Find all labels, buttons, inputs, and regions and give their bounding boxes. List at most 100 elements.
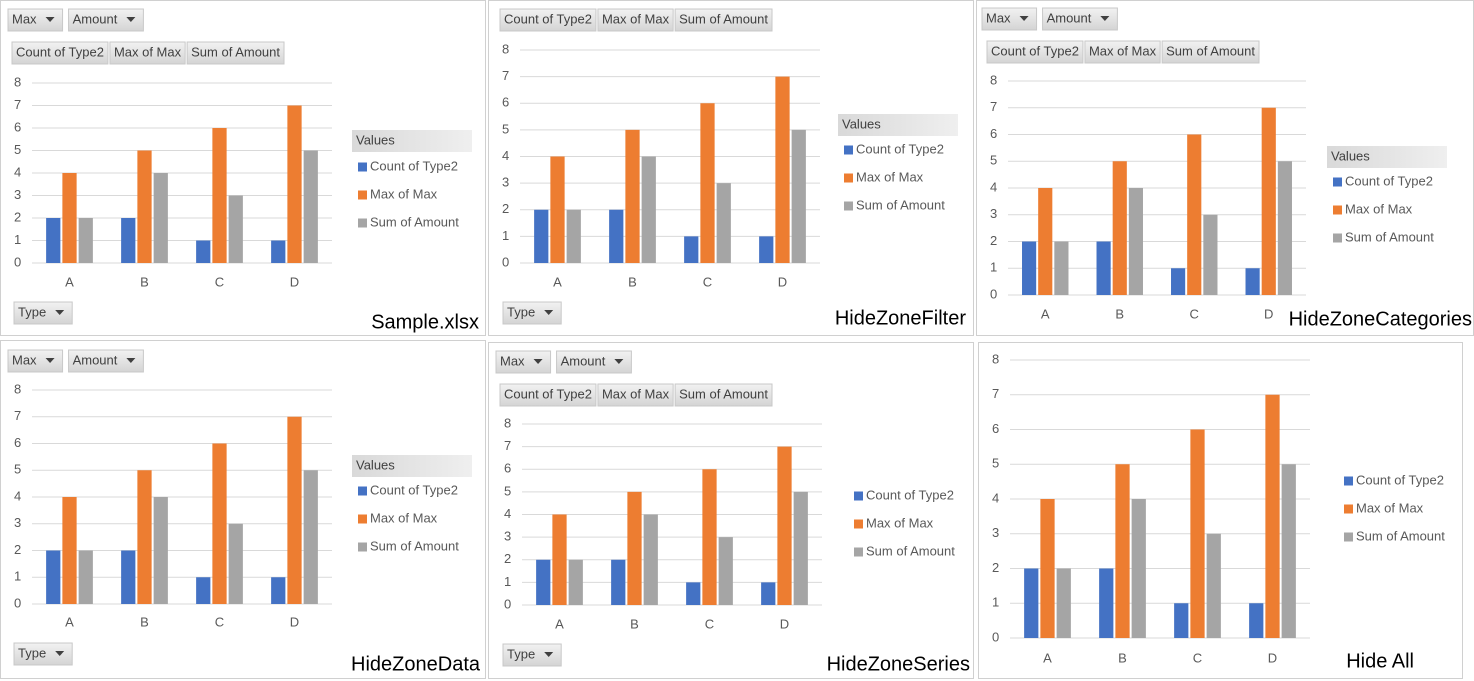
field-button[interactable]: Max of Max — [109, 41, 186, 65]
button-label: Amount — [1047, 10, 1092, 25]
bar — [62, 497, 77, 604]
x-tick-label: C — [1190, 306, 1199, 321]
field-dropdown-button[interactable]: Type — [13, 301, 73, 325]
field-dropdown-button[interactable]: Amount — [68, 8, 144, 32]
button-bg — [13, 301, 73, 325]
bar — [1174, 603, 1189, 638]
field-dropdown-button[interactable]: Max — [981, 7, 1038, 31]
legend-label: Max of Max — [370, 186, 438, 201]
button-label: Type — [507, 304, 535, 319]
y-tick-label: 5 — [504, 483, 511, 498]
bar — [1022, 241, 1037, 295]
y-tick-label: 7 — [992, 386, 999, 401]
bar — [1056, 568, 1071, 638]
chart-caption: HideZoneSeries — [827, 653, 970, 675]
button-bg — [109, 41, 186, 65]
field-button[interactable]: Count of Type2 — [11, 41, 109, 65]
y-tick-label: 3 — [992, 525, 999, 540]
button-label: Type — [18, 304, 46, 319]
bar — [568, 559, 583, 605]
y-tick-label: 5 — [14, 462, 21, 477]
y-tick-label: 0 — [992, 629, 999, 644]
field-dropdown-button[interactable]: Amount — [556, 350, 632, 374]
legend-swatch — [1333, 233, 1342, 243]
button-label: Max of Max — [114, 44, 182, 59]
legend-label: Sum of Amount — [370, 538, 459, 553]
field-button[interactable]: Sum of Amount — [186, 41, 285, 65]
chart-caption: HideZoneData — [351, 653, 481, 675]
y-tick-label: 0 — [14, 254, 21, 269]
y-tick-label: 6 — [502, 95, 509, 110]
y-tick-label: 6 — [14, 119, 21, 134]
button-bg — [556, 350, 632, 374]
field-dropdown-button[interactable]: Max — [7, 8, 64, 32]
dropdown-arrow — [533, 359, 543, 364]
y-tick-label: 2 — [14, 209, 21, 224]
legend-title: Values — [1331, 148, 1370, 163]
bar — [791, 129, 806, 263]
y-tick-label: 3 — [990, 206, 997, 221]
legend-title-bg — [352, 130, 472, 152]
field-dropdown-button[interactable]: Amount — [1042, 7, 1118, 31]
bar — [1040, 499, 1055, 638]
button-label: Type — [18, 645, 46, 660]
field-button[interactable]: Max of Max — [597, 383, 674, 407]
button-label: Type — [507, 646, 535, 661]
field-button[interactable]: Count of Type2 — [986, 40, 1084, 64]
y-tick-label: 7 — [990, 99, 997, 114]
field-button[interactable]: Max of Max — [597, 8, 674, 32]
bar — [627, 491, 642, 605]
bar — [625, 129, 640, 263]
legend-label: Sum of Amount — [1356, 528, 1445, 543]
button-bg — [495, 350, 552, 374]
button-bg — [186, 41, 285, 65]
legend-title-bg — [838, 114, 958, 136]
bar — [793, 491, 808, 605]
bar — [686, 582, 701, 605]
bar — [761, 582, 776, 605]
field-dropdown-button[interactable]: Max — [7, 349, 64, 373]
bar — [1099, 568, 1114, 638]
bar — [153, 173, 168, 263]
legend-swatch — [1333, 205, 1342, 215]
field-button[interactable]: Count of Type2 — [499, 383, 597, 407]
legend-swatch — [1333, 177, 1342, 187]
legend-swatch — [358, 162, 367, 172]
field-button[interactable]: Sum of Amount — [674, 8, 773, 32]
bar — [46, 218, 61, 263]
button-label: Max of Max — [602, 11, 670, 26]
bar — [62, 173, 77, 263]
button-label: Count of Type2 — [504, 11, 592, 26]
legend-swatch — [854, 519, 863, 529]
legend-swatch — [358, 486, 367, 496]
button-bg — [986, 40, 1084, 64]
field-button[interactable]: Max of Max — [1084, 40, 1161, 64]
x-tick-label: D — [778, 274, 787, 289]
field-dropdown-button[interactable]: Max — [495, 350, 552, 374]
field-button[interactable]: Sum of Amount — [1161, 40, 1260, 64]
field-dropdown-button[interactable]: Type — [502, 301, 562, 325]
bar — [303, 470, 318, 604]
button-bg — [68, 349, 144, 373]
button-label: Max of Max — [602, 386, 670, 401]
field-button[interactable]: Count of Type2 — [499, 8, 597, 32]
x-tick-label: D — [780, 616, 789, 631]
legend-label: Sum of Amount — [1345, 229, 1434, 244]
field-dropdown-button[interactable]: Amount — [68, 349, 144, 373]
button-label: Max of Max — [1089, 43, 1157, 58]
y-tick-label: 1 — [504, 574, 511, 589]
x-tick-label: C — [705, 616, 714, 631]
dropdown-arrow — [45, 358, 55, 363]
field-dropdown-button[interactable]: Type — [13, 642, 73, 666]
bar — [228, 195, 243, 263]
y-tick-label: 8 — [992, 351, 999, 366]
legend-label: Count of Type2 — [856, 141, 944, 156]
legend-label: Count of Type2 — [1356, 472, 1444, 487]
y-tick-label: 4 — [14, 488, 21, 503]
y-tick-label: 3 — [14, 515, 21, 530]
y-tick-label: 5 — [992, 456, 999, 471]
x-tick-label: A — [1041, 306, 1050, 321]
field-dropdown-button[interactable]: Type — [502, 643, 562, 667]
field-button[interactable]: Sum of Amount — [674, 383, 773, 407]
legend-label: Sum of Amount — [866, 543, 955, 558]
